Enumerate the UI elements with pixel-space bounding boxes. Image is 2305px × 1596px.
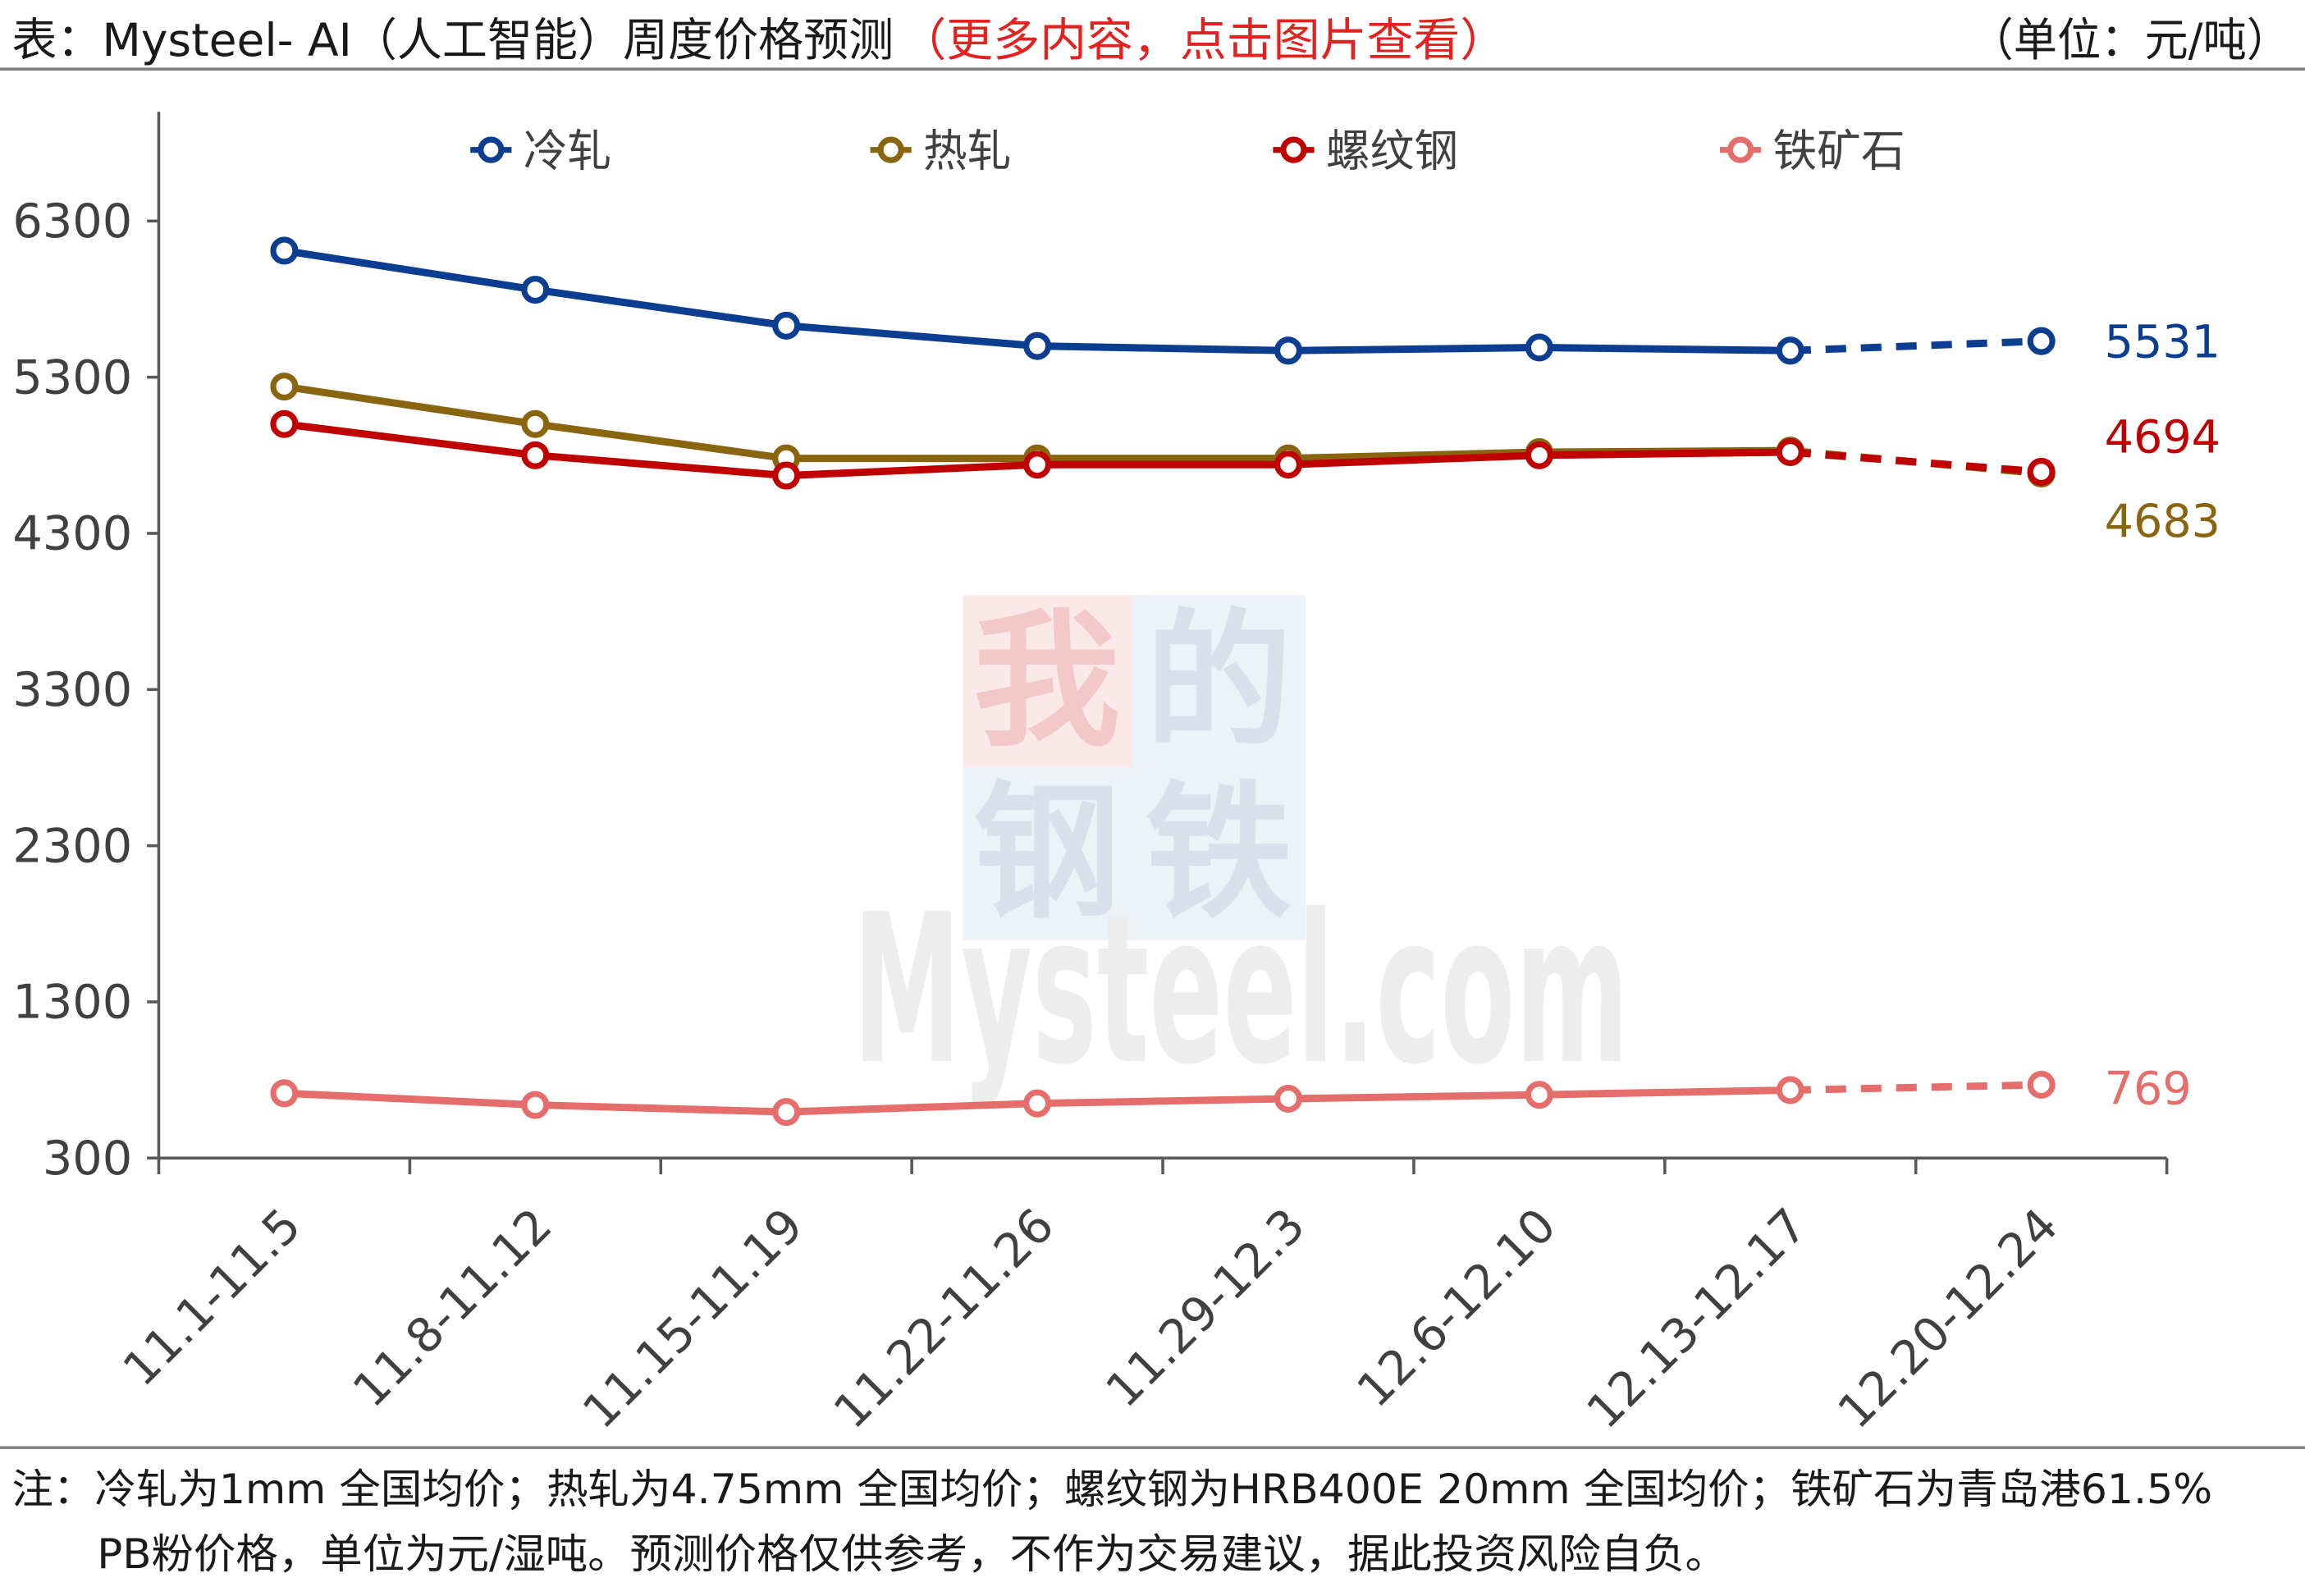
iron-ore-point <box>2027 1071 2056 1100</box>
hot-rolled-point <box>270 373 299 401</box>
iron-ore-point <box>270 1079 299 1108</box>
cold-rolled-point <box>1023 332 1052 360</box>
cold-rolled-point <box>1525 333 1553 362</box>
iron-ore-point <box>772 1098 801 1127</box>
rebar-point <box>270 409 299 438</box>
cold-rolled-point <box>2027 327 2056 355</box>
y-tick-label: 1300 <box>12 975 132 1030</box>
legend-item-cold-rolled: 冷轧 <box>470 125 611 176</box>
cold-rolled-point <box>521 276 550 304</box>
iron-ore-point <box>1274 1084 1303 1113</box>
iron-ore-value-label: 769 <box>2105 1062 2192 1115</box>
y-tick-label: 5300 <box>12 350 132 405</box>
watermark-cell <box>963 766 1132 941</box>
iron-ore-point <box>1525 1081 1553 1109</box>
cold-rolled-point <box>772 311 801 340</box>
rebar-point <box>1274 450 1303 479</box>
iron-ore-point <box>1023 1089 1052 1118</box>
legend-label: 铁矿石 <box>1772 125 1905 176</box>
rebar-value-label: 4694 <box>2105 411 2220 464</box>
rebar-forecast-line <box>1790 448 2042 476</box>
rebar-point <box>1525 441 1553 469</box>
watermark-char: 钢 <box>973 768 1120 939</box>
legend-label: 螺纹钢 <box>1326 125 1458 176</box>
iron-ore-point <box>1776 1076 1804 1104</box>
watermark-cell <box>1132 766 1306 941</box>
rebar-point <box>1776 438 1804 467</box>
watermark-char: 铁 <box>1146 768 1292 939</box>
cold-rolled-point <box>1274 336 1303 365</box>
legend-circle-marker <box>877 136 904 163</box>
page-title: 表：Mysteel- AI（人工智能）周度价格预测 <box>11 14 894 67</box>
legend-label: 冷轧 <box>524 125 611 176</box>
legend-item-iron-ore: 铁矿石 <box>1720 125 1905 176</box>
watermark-text: Mysteel.com <box>853 871 1629 1110</box>
cold-rolled-point <box>1776 336 1804 365</box>
y-tick-label: 4300 <box>12 506 132 561</box>
cold-rolled-point <box>270 236 299 265</box>
watermark: 我 的 钢 铁 Mysteel.com <box>853 595 1629 1110</box>
watermark-cell <box>963 595 1132 767</box>
rebar-point <box>772 461 801 490</box>
hot-rolled-point <box>521 409 550 438</box>
watermark-char: 我 <box>973 597 1120 767</box>
y-tick-label: 300 <box>43 1131 132 1186</box>
footnote-line-1: 注：冷轧为1mm 全国均价；热轧为4.75mm 全国均价；螺纹钢为HRB400E… <box>11 1465 2212 1513</box>
y-tick-label: 6300 <box>12 194 132 249</box>
rebar-point <box>2027 457 2056 487</box>
rebar-point <box>1023 450 1052 479</box>
iron-ore-point <box>521 1091 550 1119</box>
more-content-link[interactable]: （更多内容，点击图片查看） <box>899 14 1507 67</box>
legend-circle-marker <box>478 136 505 163</box>
unit-label: （单位：元/吨） <box>1970 14 2291 67</box>
cold-rolled-forecast-line <box>1790 337 2042 354</box>
legend-circle-marker <box>1726 136 1754 163</box>
hot-rolled-value-label: 4683 <box>2105 495 2220 548</box>
watermark-cell <box>1132 595 1306 767</box>
iron-ore-forecast-line <box>1790 1081 2042 1094</box>
legend-circle-marker <box>1280 136 1307 163</box>
watermark-char: 的 <box>1146 597 1292 767</box>
cold-rolled-value-label: 5531 <box>2105 315 2220 368</box>
y-tick-label: 2300 <box>12 818 132 873</box>
y-tick-label: 3300 <box>12 662 132 717</box>
legend-label: 热轧 <box>923 125 1011 176</box>
rebar-point <box>521 441 550 469</box>
legend: 冷轧 热轧 螺纹钢 铁矿石 <box>470 125 1905 176</box>
legend-item-rebar: 螺纹钢 <box>1273 125 1458 176</box>
legend-item-hot-rolled: 热轧 <box>870 125 1012 176</box>
footnote-line-2: PB粉价格，单位为元/湿吨。预测价格仅供参考，不作为交易建议，据此投资风险自负。 <box>97 1530 1727 1578</box>
